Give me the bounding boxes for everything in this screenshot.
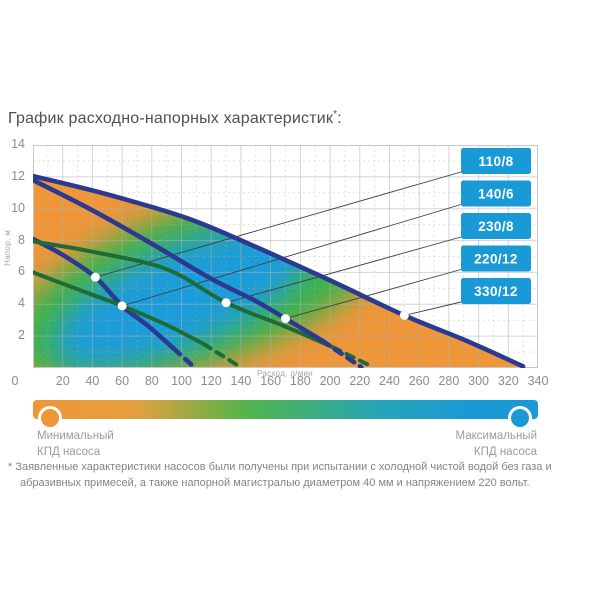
y-tick-4: 4 xyxy=(18,296,25,311)
max-efficiency-label-line1: Максимальный xyxy=(455,430,537,442)
x-tick-240: 240 xyxy=(379,374,400,388)
x-tick-340: 340 xyxy=(527,374,549,388)
min-efficiency-dot-icon xyxy=(38,406,62,430)
model-box-330/12 xyxy=(461,278,531,304)
min-efficiency-label: Минимальный КПД насоса xyxy=(37,428,114,460)
title-asterisk: * xyxy=(333,109,338,120)
efficiency-gradient-bar xyxy=(33,400,538,419)
callout-line-220/12 xyxy=(285,269,462,320)
x-tick-140: 140 xyxy=(230,374,252,388)
pump-curves-chart: 110/8 140/6 230/8 220/12 330/12 xyxy=(33,145,538,368)
pump-curve-330/12 xyxy=(33,173,526,368)
model-label-220/12: 220/12 xyxy=(474,252,518,267)
model-label-330/12: 330/12 xyxy=(474,284,518,299)
model-box-140/6 xyxy=(461,180,531,207)
max-efficiency-label: Максимальный КПД насоса xyxy=(456,428,537,460)
y-axis-label: Напор, м xyxy=(3,230,12,266)
model-label-140/6: 140/6 xyxy=(478,187,514,202)
max-efficiency-dot-icon xyxy=(508,406,532,430)
callout-line-230/8 xyxy=(225,236,462,304)
x-tick-100: 100 xyxy=(171,374,192,388)
model-box-220/12 xyxy=(461,245,531,272)
page-title: График расходно-напорных характеристик*: xyxy=(8,109,342,128)
min-efficiency-label-line2: КПД насоса xyxy=(37,446,101,458)
x-tick-300: 300 xyxy=(468,374,489,388)
curve-marker-220/12 xyxy=(280,313,291,324)
min-efficiency-label-line1: Минимальный xyxy=(37,430,114,442)
x-axis-label: Расход, л/мин xyxy=(257,369,313,378)
x-tick-160: 160 xyxy=(260,374,282,388)
callout-line-330/12 xyxy=(404,301,462,316)
curve-marker-110/8 xyxy=(90,272,101,283)
callout-line-140/6 xyxy=(121,204,462,307)
x-tick-120: 120 xyxy=(200,374,222,388)
model-box-110/8 xyxy=(461,148,531,174)
model-label-110/8: 110/8 xyxy=(478,154,513,169)
x-tick-280: 280 xyxy=(438,374,460,388)
x-tick-180: 180 xyxy=(289,374,311,388)
curve-marker-330/12 xyxy=(399,310,410,321)
y-tick-12: 12 xyxy=(11,168,25,183)
y-tick-2: 2 xyxy=(18,328,25,343)
x-tick-260: 260 xyxy=(408,374,430,388)
x-tick-0: 0 xyxy=(11,374,19,388)
x-tick-200: 200 xyxy=(319,374,341,388)
grid xyxy=(33,145,538,368)
footnote: * Заявленные характеристики насосов были… xyxy=(8,461,552,489)
x-tick-320: 320 xyxy=(497,374,519,388)
callout-line-110/8 xyxy=(95,171,462,278)
pump-curve-140/6 xyxy=(33,270,240,368)
x-tick-80: 80 xyxy=(144,374,159,388)
plot-border xyxy=(33,145,538,368)
callout-lines xyxy=(95,171,462,320)
x-tick-40: 40 xyxy=(85,374,100,388)
y-tick-14: 14 xyxy=(11,137,25,151)
title-colon: : xyxy=(337,110,342,127)
curve-marker-140/6 xyxy=(117,300,127,311)
x-tick-60: 60 xyxy=(115,374,130,388)
y-tick-10: 10 xyxy=(11,200,25,215)
x-tick-20: 20 xyxy=(55,374,70,388)
curve-marker-230/8 xyxy=(221,297,231,308)
model-box-230/8 xyxy=(461,213,531,239)
pump-curve-110/8 xyxy=(33,236,196,368)
page-title-text: График расходно-напорных характеристик xyxy=(8,110,334,127)
y-tick-8: 8 xyxy=(18,232,25,247)
x-tick-220: 220 xyxy=(349,374,371,388)
max-efficiency-label-line2: КПД насоса xyxy=(473,446,537,458)
y-tick-6: 6 xyxy=(18,264,25,279)
model-label-230/8: 230/8 xyxy=(478,219,514,234)
